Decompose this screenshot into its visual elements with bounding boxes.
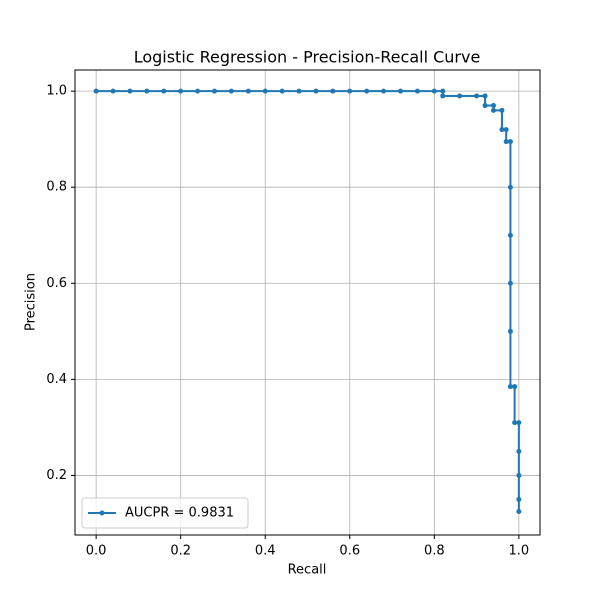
point <box>347 88 353 94</box>
y-tick-label: 0.6 <box>46 276 67 291</box>
point <box>228 88 234 94</box>
point <box>507 139 513 145</box>
point <box>507 384 513 390</box>
point <box>512 384 518 390</box>
point <box>212 88 217 94</box>
point <box>381 88 387 94</box>
point <box>245 88 251 94</box>
point <box>440 88 446 94</box>
x-tick-label: 1.0 <box>509 544 530 559</box>
point <box>414 88 420 94</box>
point <box>482 93 488 99</box>
point <box>431 88 437 94</box>
legend-marker <box>99 510 105 516</box>
point <box>499 127 505 133</box>
x-tick-label: 0.0 <box>86 544 107 559</box>
point <box>195 88 201 94</box>
point <box>178 88 184 94</box>
point <box>279 88 285 94</box>
point <box>507 184 513 190</box>
point <box>516 472 522 478</box>
point <box>474 93 480 99</box>
point <box>516 420 522 426</box>
point <box>93 88 99 94</box>
y-tick-label: 0.4 <box>46 372 67 387</box>
series-line <box>96 90 520 512</box>
point <box>161 88 167 94</box>
y-tick-label: 0.2 <box>46 468 67 483</box>
y-tick-label: 0.8 <box>46 180 67 195</box>
x-tick-label: 0.8 <box>424 544 445 559</box>
point <box>516 508 522 514</box>
plot-frame <box>74 69 541 536</box>
point <box>512 420 518 426</box>
point <box>499 107 505 113</box>
y-tick-label: 1.0 <box>46 84 67 99</box>
x-tick-label: 0.2 <box>170 544 191 559</box>
point <box>507 328 513 334</box>
point <box>507 280 513 286</box>
point <box>491 107 496 113</box>
point <box>330 88 336 94</box>
point <box>440 93 446 99</box>
point <box>503 127 509 133</box>
point <box>457 93 463 99</box>
point <box>491 103 496 109</box>
point <box>516 448 522 454</box>
y-axis-label: Precision <box>24 273 39 331</box>
point <box>482 103 488 109</box>
point <box>364 88 370 94</box>
legend-box <box>81 497 249 529</box>
legend-label: AUCPR = 0.9831 <box>125 506 234 521</box>
chart-title: Logistic Regression - Precision-Recall C… <box>134 48 481 67</box>
x-tick-label: 0.6 <box>339 544 360 559</box>
point <box>507 232 513 238</box>
point <box>127 88 133 94</box>
point <box>110 88 116 94</box>
point <box>516 496 522 502</box>
point <box>262 88 268 94</box>
point <box>398 88 403 94</box>
point <box>313 88 319 94</box>
x-axis-label: Recall <box>288 563 327 578</box>
point <box>296 88 302 94</box>
point <box>144 88 150 94</box>
point <box>503 139 509 145</box>
x-tick-label: 0.4 <box>255 544 276 559</box>
